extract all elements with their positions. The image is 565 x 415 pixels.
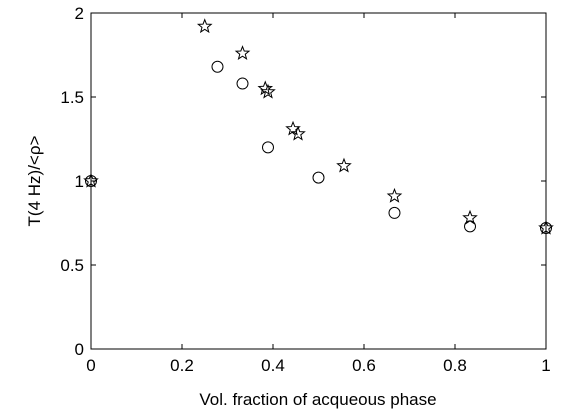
data-point-star	[257, 80, 274, 96]
data-point-circle	[312, 171, 325, 184]
x-tick-label: 0.4	[261, 356, 285, 375]
y-tick-label: 1.5	[60, 88, 84, 107]
data-point-star	[386, 187, 403, 203]
x-tick-label: 0.6	[352, 356, 376, 375]
y-axis-ticks: 0 0.5 1 1.5 2	[60, 4, 546, 359]
y-tick-label: 2	[75, 4, 84, 23]
y-tick-label: 0	[75, 340, 84, 359]
data-marks	[83, 18, 554, 235]
data-point-circle	[236, 77, 249, 90]
data-point-circle	[388, 206, 401, 219]
data-point-star	[290, 125, 306, 141]
data-point-star	[234, 45, 251, 60]
data-point-star	[260, 83, 276, 99]
x-tick-label: 0.2	[170, 356, 194, 375]
data-point-circle	[261, 141, 274, 154]
data-point-star	[538, 219, 554, 235]
data-point-star	[83, 172, 99, 188]
data-point-star	[336, 157, 352, 173]
series-star	[83, 18, 554, 235]
plot-area	[91, 13, 546, 349]
data-point-circle	[211, 60, 224, 73]
x-tick-label: 1	[541, 356, 550, 375]
x-tick-label: 0.8	[443, 356, 467, 375]
x-axis-ticks: 0 0.2 0.4 0.6 0.8 1	[86, 13, 551, 375]
data-point-star	[462, 209, 478, 225]
x-tick-label: 0	[86, 356, 95, 375]
y-tick-label: 1	[75, 172, 84, 191]
y-axis-label: T(4 Hz)/<ρ>	[25, 135, 44, 226]
data-point-star	[196, 18, 213, 34]
x-axis-label: Vol. fraction of acqueous phase	[199, 390, 436, 409]
y-tick-label: 0.5	[60, 256, 84, 275]
